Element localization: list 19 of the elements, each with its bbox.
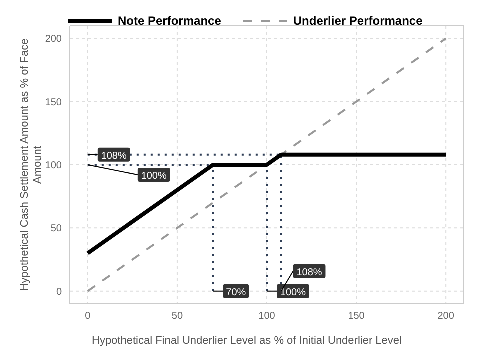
- annotation: 100%: [280, 287, 306, 298]
- x-tick-label: 100: [258, 311, 276, 322]
- annotation: 100%: [141, 171, 168, 182]
- x-tick-label: 150: [348, 311, 366, 322]
- y-tick-label: 50: [50, 224, 62, 235]
- x-tick-label: 0: [85, 311, 92, 322]
- x-axis-title: Hypothetical Final Underlier Level as % of Initial Underlier Level: [92, 335, 402, 347]
- x-tick-label: 200: [438, 311, 455, 322]
- legend-label: Underlier Performance: [293, 14, 423, 28]
- y-tick-label: 200: [45, 34, 62, 46]
- y-tick-label: 100: [45, 160, 62, 172]
- x-tick-label: 50: [172, 311, 184, 322]
- annotation: 70%: [226, 287, 246, 298]
- y-tick-label: 0: [56, 286, 62, 298]
- annotation: 108%: [101, 150, 128, 162]
- annotation: 108%: [296, 267, 322, 278]
- y-axis-title: Hypothetical Cash Settlement Amount as % of Face Amount: [19, 38, 44, 292]
- y-tick-label: 150: [45, 97, 62, 108]
- legend-label: Note Performance: [118, 14, 222, 28]
